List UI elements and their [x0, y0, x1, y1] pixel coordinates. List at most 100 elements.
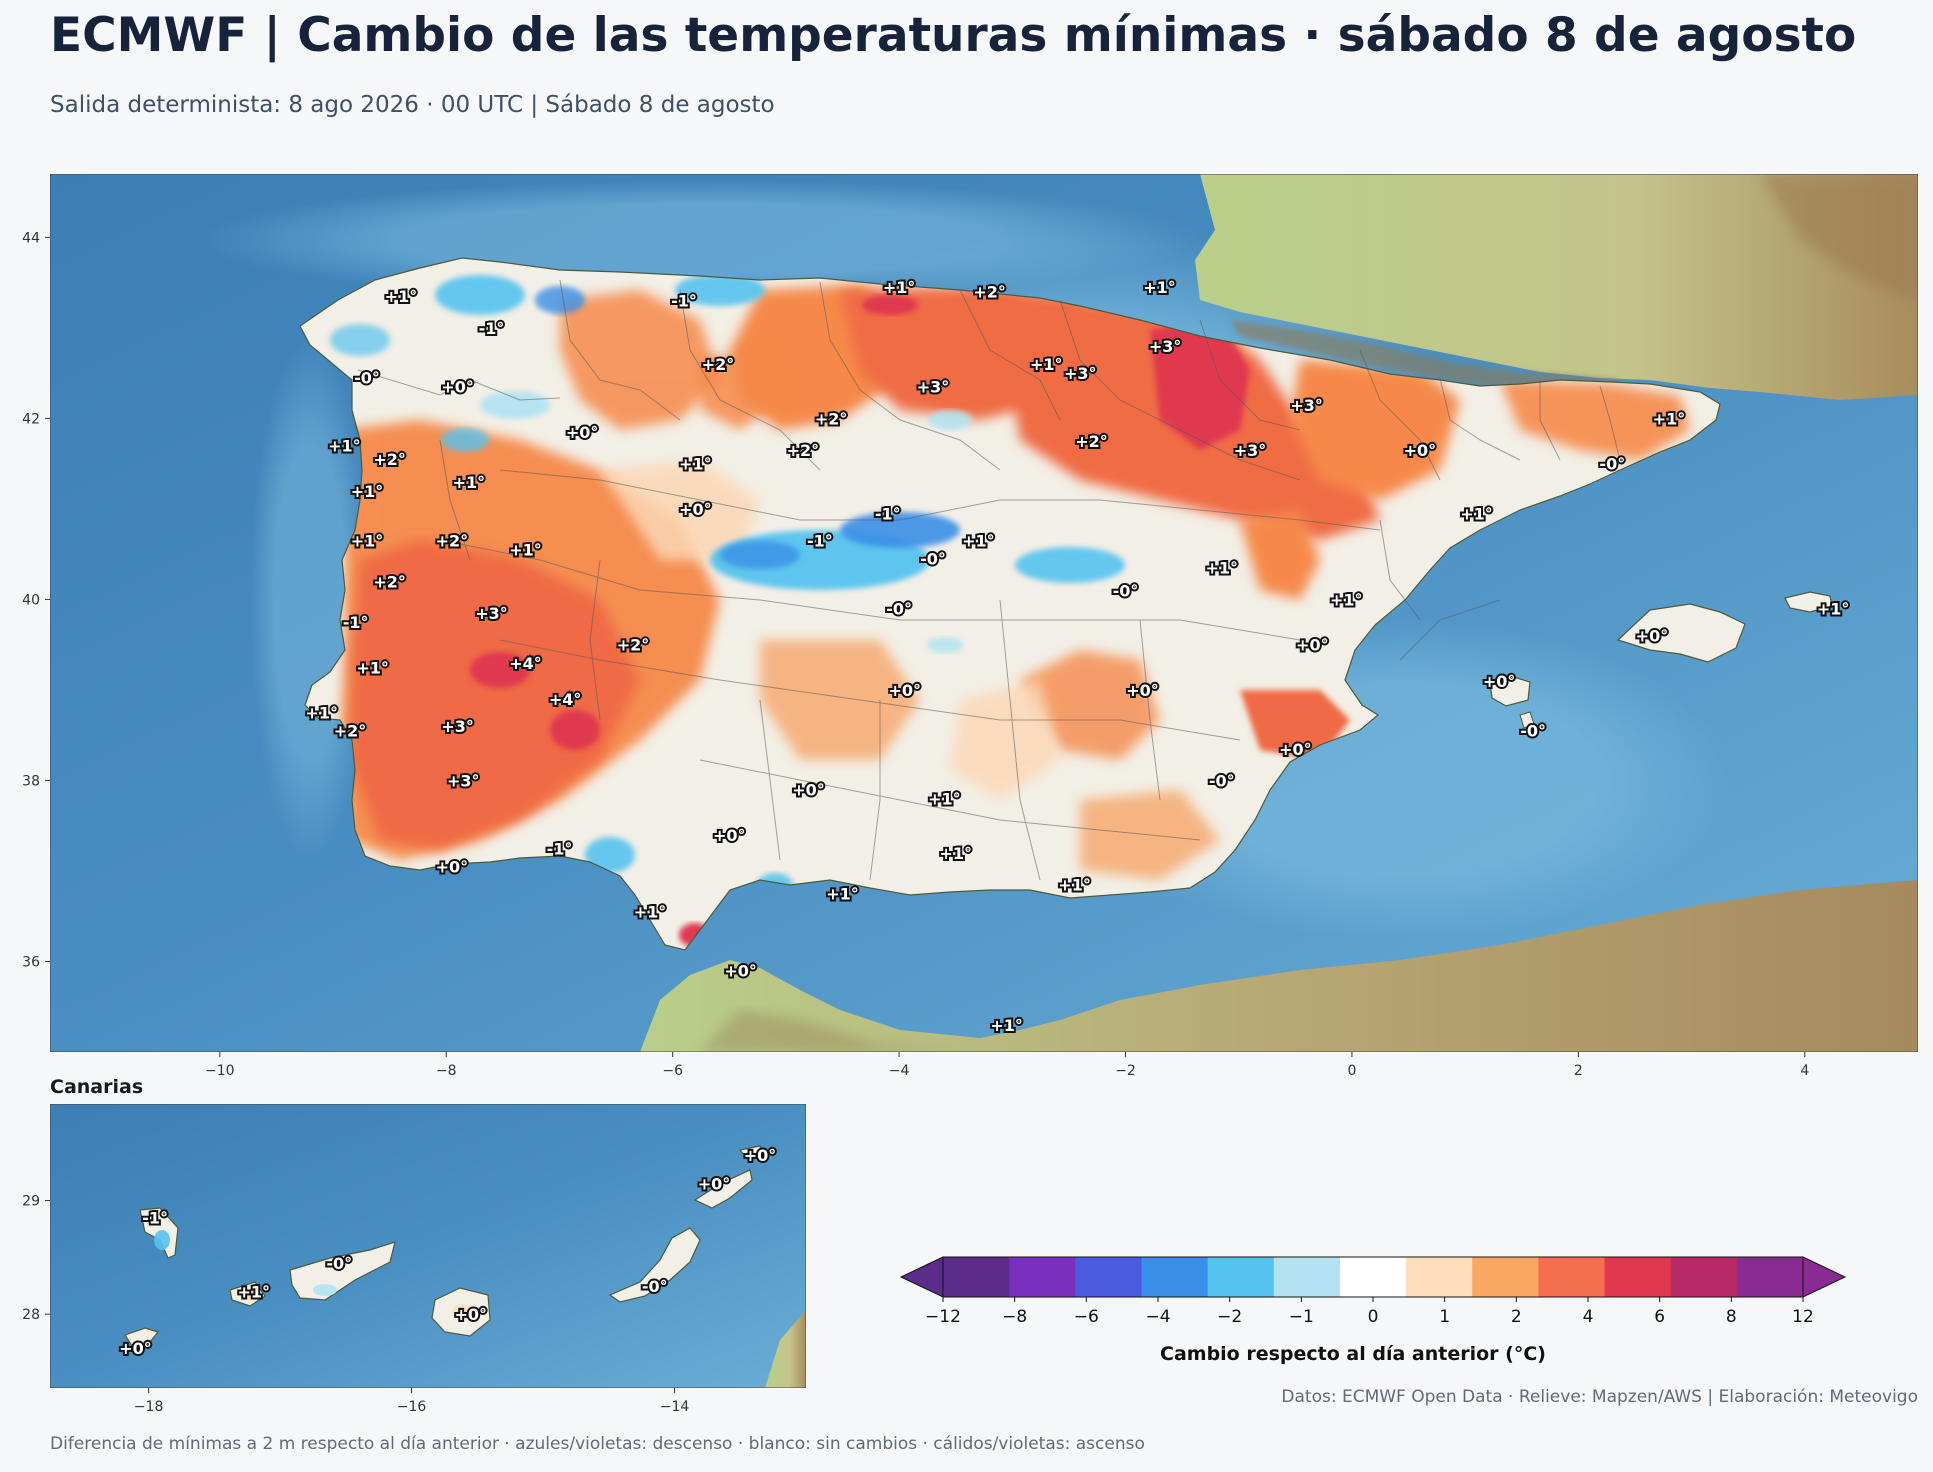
main-map-value-label: +1°: [351, 532, 384, 551]
main-map-value-label: -1°: [343, 613, 369, 632]
colorbar-tick-label: 8: [1726, 1307, 1737, 1327]
main-map-value-label: -0°: [354, 369, 380, 388]
colorbar-segment: [1141, 1257, 1209, 1297]
main-map-value-label: -1°: [671, 292, 697, 311]
colorbar-segment: [1339, 1257, 1407, 1297]
sea-shelf: [250, 340, 370, 860]
colorbar-tick-label: −1: [1289, 1307, 1314, 1327]
main-map-value-label: -1°: [479, 319, 505, 338]
main-map-value-label: +3°: [1149, 337, 1182, 356]
page-title: ECMWF | Cambio de las temperaturas mínim…: [50, 8, 1857, 63]
island-la-graciosa: [738, 1145, 763, 1157]
main-map-value-label: +1°: [634, 903, 667, 922]
main-map-value-label: +3°: [475, 604, 508, 623]
island-lanzarote: [693, 1169, 753, 1209]
france-land: [1195, 174, 1918, 400]
main-map-value-label: -0°: [1520, 722, 1546, 741]
colorbar-segment: [1406, 1257, 1473, 1297]
main-map-value-label: +0°: [441, 378, 474, 397]
main-map-value-label: +1°: [1330, 590, 1363, 609]
main-map-value-label: +2°: [702, 355, 735, 374]
main-map-value-label: +3°: [1290, 396, 1323, 415]
main-map-y-tick-label: 40: [22, 592, 40, 608]
main-map-value-label: -1°: [807, 532, 833, 551]
canarias-map: [50, 1104, 806, 1388]
main-map-value-label: +3°: [441, 717, 474, 736]
colorbar-tick-label: −8: [1002, 1307, 1027, 1327]
colorbar-label-text: Cambio respecto al día anterior (°C): [1160, 1343, 1546, 1365]
canarias-labels: -1° +1° -0° +0° -0° +0° +0° +0°: [117, 1144, 778, 1360]
main-map-value-label: +3°: [447, 771, 480, 790]
colorbar-segment: [1604, 1257, 1672, 1297]
colorbar-segment: [1009, 1257, 1076, 1297]
pyrenees-relief: [1230, 320, 1620, 395]
colorbar-segment: [943, 1257, 1010, 1297]
main-map-value-label: +2°: [787, 441, 820, 460]
colorbar-tick-label: 4: [1583, 1307, 1594, 1327]
canarias-value-label: +1°: [238, 1282, 271, 1301]
main-map-value-label: +2°: [373, 572, 406, 591]
colorbar-over-extend: [1802, 1256, 1847, 1298]
main-map-value-label: +2°: [815, 409, 848, 428]
colorbar-tick-label: −12: [925, 1307, 961, 1327]
main-map-value-label: +0°: [1404, 441, 1437, 460]
colorbar-tick-label: 2: [1511, 1307, 1522, 1327]
main-map-value-label: +0°: [1483, 672, 1516, 691]
main-map-value-label: +1°: [385, 287, 418, 306]
main-map-value-label: +1°: [356, 658, 389, 677]
main-map-value-label: +0°: [1279, 740, 1312, 759]
canarias-value-label: +0°: [454, 1305, 487, 1324]
main-map-value-label: +1°: [509, 541, 542, 560]
colorbar-segment: [1538, 1257, 1606, 1297]
colorbar-segment: [1736, 1257, 1804, 1297]
colorbar-under-extend: [899, 1256, 944, 1298]
main-map-value-label: +1°: [990, 1016, 1023, 1035]
main-map-y-tick-label: 42: [22, 411, 40, 427]
main-map-x-tick-label: −10: [205, 1063, 235, 1079]
main-map-x-tick-label: −2: [1115, 1063, 1136, 1079]
main-map-y-tick-label: 38: [22, 773, 40, 789]
main-map-value-label: +1°: [453, 473, 486, 492]
main-map-x-tick-label: 0: [1347, 1063, 1356, 1079]
canarias-field: [154, 1230, 472, 1320]
main-map-axes: −10 −8 −6 −4 −2 0 2 4 36 38 40 42 44: [22, 230, 1809, 1079]
main-map-value-label: -1°: [875, 504, 901, 523]
colorbar: −12 −8 −6 −4 −2 −1 0 1 2 4 6 8 12: [899, 1256, 1847, 1327]
main-map-value-label: +4°: [549, 690, 582, 709]
colorbar-tick-label: −6: [1074, 1307, 1099, 1327]
main-map-value-label: +2°: [973, 283, 1006, 302]
main-map-value-label: +1°: [1817, 599, 1850, 618]
main-map-value-label: +1°: [305, 704, 338, 723]
main-map-x-tick-label: 2: [1574, 1063, 1583, 1079]
canarias-y-tick-label: 29: [22, 1194, 40, 1210]
colorbar-tick-label: 6: [1654, 1307, 1665, 1327]
main-map-value-label: +0°: [713, 826, 746, 845]
main-map-value-label: +1°: [1460, 504, 1493, 523]
main-map-value-label: -0°: [1209, 771, 1235, 790]
main-map-value-label: -0°: [1113, 581, 1139, 600]
canarias-y-tick-label: 28: [22, 1307, 40, 1323]
main-map: [50, 174, 1918, 1052]
footnote: Diferencia de mínimas a 2 m respecto al …: [50, 1434, 1145, 1454]
main-map-value-label: +2°: [1075, 432, 1108, 451]
main-map-value-label: -1°: [547, 839, 573, 858]
main-map-value-label: -0°: [886, 599, 912, 618]
main-map-value-label: +2°: [334, 722, 367, 741]
colorbar-tick-label: 12: [1792, 1307, 1814, 1327]
canarias-value-label: -1°: [142, 1209, 168, 1228]
main-map-value-label: +1°: [939, 844, 972, 863]
main-map-value-label: +1°: [1143, 278, 1176, 297]
colorbar-tick-label: −2: [1217, 1307, 1242, 1327]
main-map-value-label: +2°: [617, 636, 650, 655]
main-map-value-label: +3°: [917, 378, 950, 397]
island-fuerteventura: [608, 1227, 701, 1303]
colorbar-segment: [1273, 1257, 1341, 1297]
main-map-value-label: +4°: [509, 654, 542, 673]
main-map-value-label: +1°: [1058, 876, 1091, 895]
colorbar-segment: [1670, 1257, 1738, 1297]
main-map-value-label: +1°: [928, 790, 961, 809]
main-map-x-tick-label: −8: [436, 1063, 457, 1079]
colorbar-label: Cambio respecto al día anterior (°C): [900, 1343, 1860, 1365]
main-map-value-label: +1°: [328, 437, 361, 456]
